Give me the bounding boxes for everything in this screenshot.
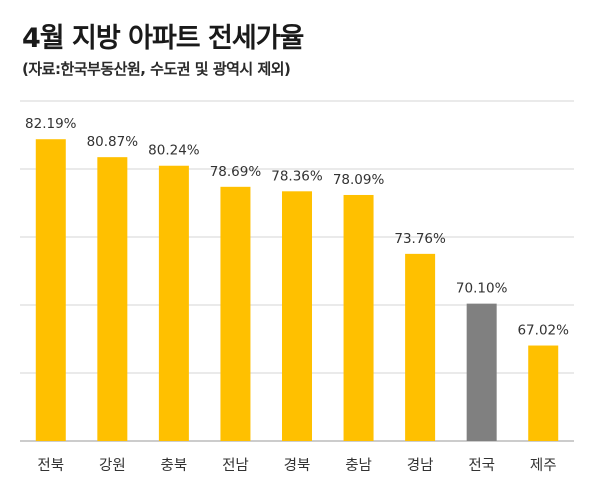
data-label: 80.24%: [148, 143, 200, 159]
bar-경남: [405, 253, 436, 441]
category-label: 전북: [37, 457, 64, 474]
data-label: 78.09%: [333, 172, 385, 188]
bar-전남: [220, 186, 251, 441]
bar-제주: [528, 345, 559, 441]
chart-title: 4월 지방 아파트 전세가율: [22, 23, 304, 54]
data-label: 73.76%: [394, 231, 446, 247]
bar-전국: [466, 303, 497, 441]
data-label: 78.69%: [210, 164, 262, 180]
chart-subtitle: (자료:한국부동산원, 수도권 및 광역시 제외): [22, 60, 291, 78]
data-label: 80.87%: [87, 134, 139, 150]
category-labels: 전북 강원 충북 전남 경북 충남 경남 전국 제주: [37, 457, 556, 474]
data-label: 78.36%: [271, 168, 323, 184]
category-label: 경북: [284, 457, 311, 474]
data-label: 67.02%: [517, 323, 569, 339]
bars: [35, 139, 559, 441]
data-labels: 82.19% 80.87% 80.24% 78.69% 78.36% 78.09% 73.7…: [25, 116, 569, 338]
bar-경북: [282, 191, 312, 441]
bar-강원: [97, 157, 128, 441]
category-label: 전남: [222, 457, 249, 474]
bar-충북: [158, 165, 189, 441]
category-label: 전국: [468, 457, 495, 474]
data-label: 82.19%: [25, 116, 77, 132]
category-label: 충북: [161, 457, 188, 474]
category-label: 충남: [345, 457, 372, 474]
category-label: 제주: [530, 457, 557, 474]
data-label: 70.10%: [456, 281, 508, 297]
category-label: 경남: [407, 457, 434, 474]
bar-전북: [35, 139, 66, 441]
category-label: 강원: [99, 457, 126, 474]
bar-충남: [343, 194, 374, 441]
